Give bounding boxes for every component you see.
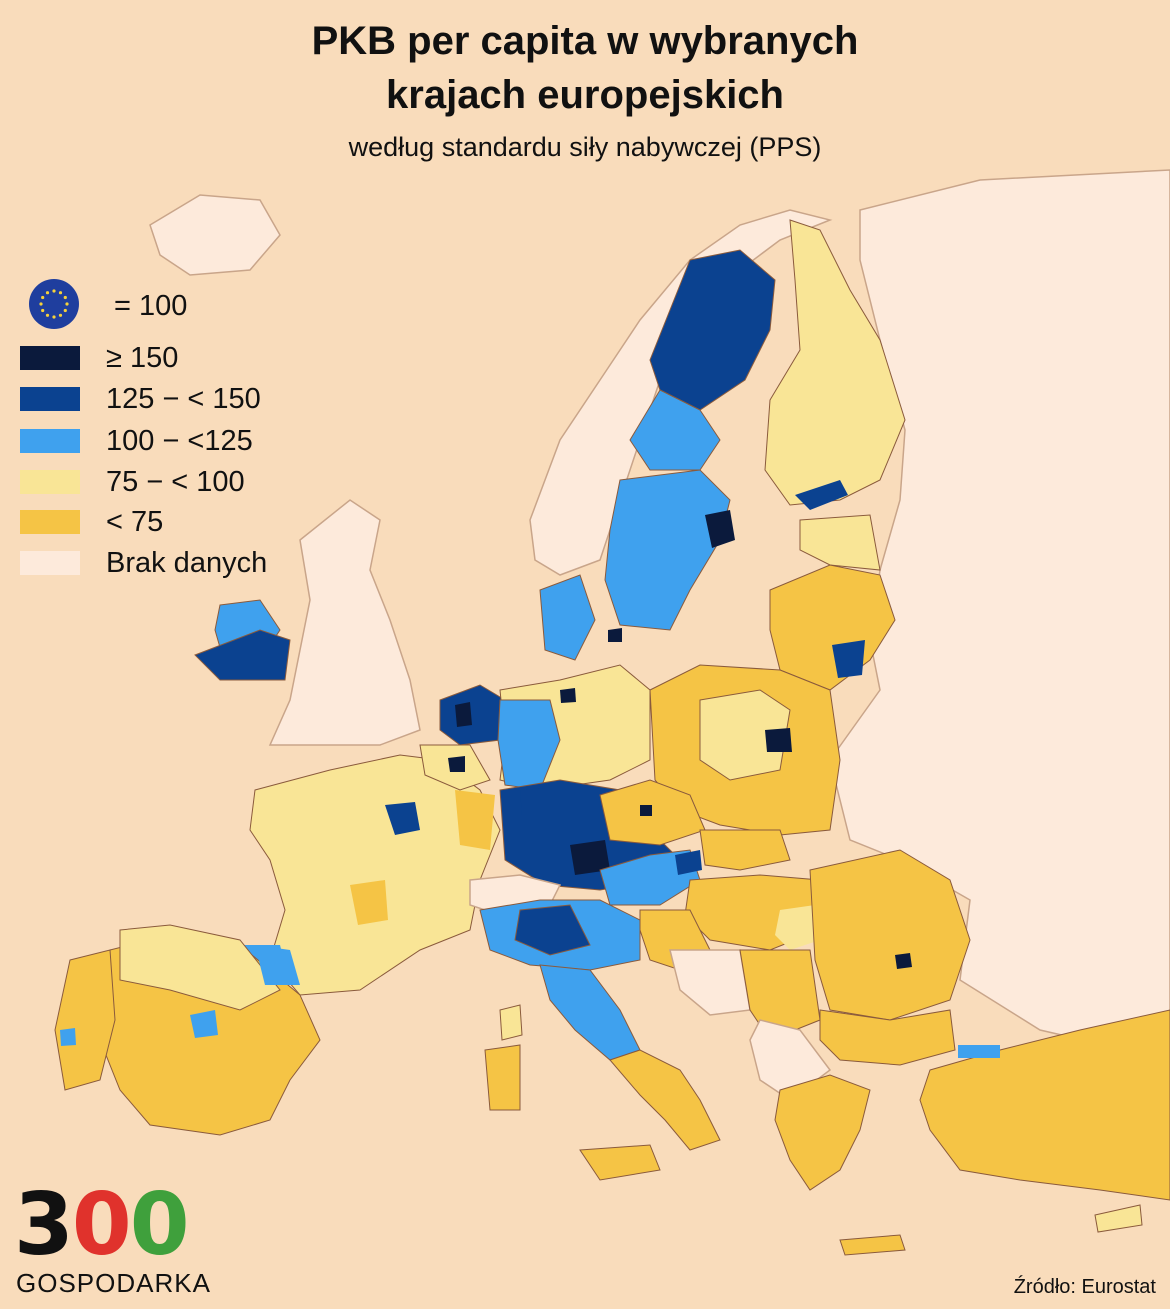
denmark — [539, 574, 596, 661]
legend-label: 100 − <125 — [106, 425, 253, 457]
istanbul — [958, 1045, 1000, 1058]
legend-label: < 75 — [106, 506, 164, 538]
madrid — [190, 1010, 218, 1038]
helsinki — [795, 480, 848, 510]
legend-eu-reference: = 100 — [28, 278, 288, 330]
legend-swatch — [20, 387, 80, 411]
legend-item-no-data: Brak danych — [20, 547, 320, 579]
vienna — [675, 850, 702, 875]
amsterdam — [455, 702, 472, 727]
bucharest — [895, 953, 912, 969]
turkey — [919, 1009, 1170, 1201]
stockholm — [705, 510, 735, 548]
legend-swatch — [20, 551, 80, 575]
legend-label: 75 − < 100 — [106, 466, 245, 498]
legend-label: Brak danych — [106, 547, 268, 579]
legend-swatch — [20, 470, 80, 494]
logo-digits: 300 — [14, 1175, 190, 1275]
france — [249, 754, 501, 996]
legend-item-150-plus: ≥ 150 — [20, 342, 320, 374]
munich — [570, 840, 610, 875]
estonia-latvia — [799, 514, 881, 571]
logo-text: GOSPODARKA — [16, 1268, 211, 1298]
copenhagen — [608, 628, 622, 642]
iceland — [149, 194, 281, 276]
crete — [839, 1234, 906, 1256]
italy-centre — [539, 964, 641, 1061]
logo-digit-3: 3 — [14, 1175, 74, 1275]
logo-digit-0-red: 0 — [71, 1175, 132, 1275]
gospodarka-logo: 300 GOSPODARKA — [14, 1182, 224, 1302]
eu-flag-icon — [29, 279, 79, 329]
map-title-line2: krajach europejskich — [386, 73, 784, 117]
legend-eu-label: = 100 — [114, 290, 188, 322]
portugal — [54, 949, 116, 1091]
legend-swatch — [20, 346, 80, 370]
lisbon — [60, 1028, 76, 1046]
legend-item-75-100: 75 − < 100 — [20, 466, 320, 498]
bosnia — [669, 949, 751, 1016]
legend-swatch — [20, 510, 80, 534]
paris — [385, 802, 420, 835]
legend-label: ≥ 150 — [106, 342, 179, 374]
romania — [809, 849, 971, 1021]
map-subtitle: według standardu siły nabywczej (PPS) — [348, 132, 822, 162]
source-note: Źródło: Eurostat — [1013, 1276, 1156, 1298]
poland-central — [699, 689, 791, 781]
slovakia — [699, 829, 791, 871]
frankfurt — [520, 788, 545, 815]
netherlands — [439, 684, 506, 746]
legend-item-below-75: < 75 — [20, 506, 320, 538]
cyprus — [1094, 1204, 1143, 1233]
france-northeast — [455, 790, 495, 850]
bulgaria — [819, 1009, 956, 1066]
logo-digit-0-green: 0 — [129, 1175, 190, 1275]
budapest — [775, 905, 820, 950]
vilnius — [832, 640, 865, 678]
italy-south — [609, 1049, 721, 1151]
milan-region — [514, 904, 591, 956]
ireland-south-east — [194, 629, 291, 681]
greece — [774, 1074, 871, 1191]
norway — [529, 209, 833, 576]
france-centre — [350, 880, 388, 925]
finland — [764, 219, 906, 506]
legend-swatch — [20, 429, 80, 453]
brussels — [448, 756, 465, 772]
catalonia — [255, 945, 300, 985]
legend-label: 125 − < 150 — [106, 383, 261, 415]
legend-item-125-150: 125 − < 150 — [20, 383, 320, 415]
latvia-lithuania — [769, 564, 896, 691]
united-kingdom — [268, 499, 421, 746]
warsaw — [765, 728, 792, 752]
sweden-north — [649, 249, 776, 411]
sicily — [579, 1144, 661, 1181]
prague — [640, 805, 652, 816]
sardinia — [484, 1044, 521, 1111]
sweden-south — [604, 469, 731, 631]
map-title: PKB per capita w wybranych — [311, 19, 859, 63]
legend-item-100-125: 100 − <125 — [20, 425, 320, 457]
hamburg — [560, 688, 576, 703]
corsica — [499, 1004, 523, 1041]
spain-north — [119, 924, 281, 1011]
